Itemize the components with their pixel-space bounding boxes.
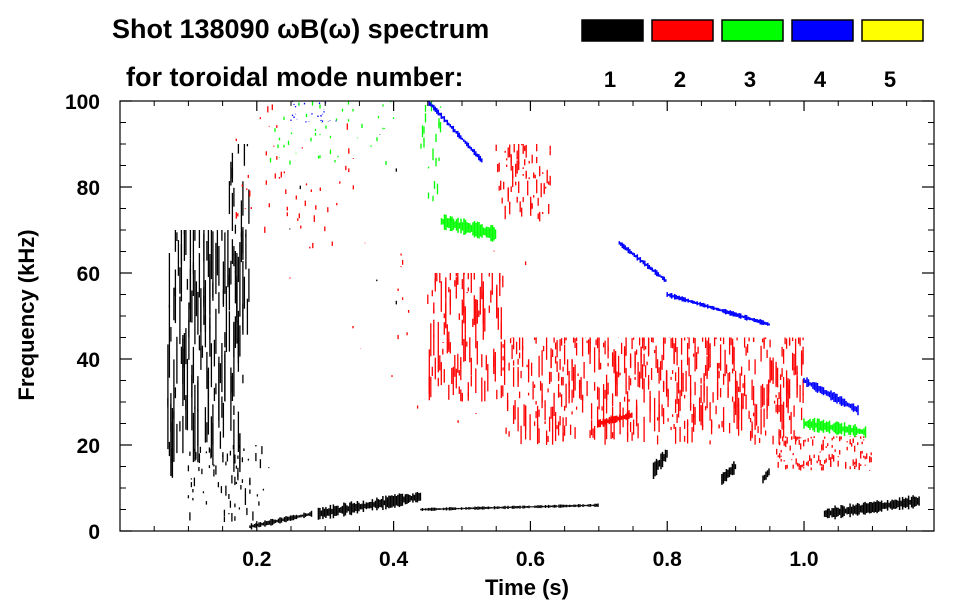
series-n=2 bbox=[235, 104, 872, 471]
y-axis-label: Frequency (kHz) bbox=[14, 229, 39, 400]
y-tick-label: 20 bbox=[77, 435, 100, 458]
x-tick-label: 0.8 bbox=[653, 548, 683, 571]
legend-swatch-n4 bbox=[791, 19, 854, 42]
legend-swatch-n2 bbox=[651, 19, 714, 42]
y-tick-label: 60 bbox=[77, 263, 100, 286]
y-tick-label: 100 bbox=[65, 91, 100, 114]
legend-label-n1: 1 bbox=[604, 67, 616, 92]
series-n=1 bbox=[167, 134, 920, 530]
axes: 0.2 0.4 0.6 0.8 1.0 0 20 40 60 80 100 bbox=[65, 91, 935, 571]
legend-swatch-n1 bbox=[581, 19, 644, 42]
y-tick-label: 40 bbox=[77, 349, 100, 372]
legend-label-n5: 5 bbox=[884, 67, 896, 92]
chart-title-line1: Shot 138090 ωB(ω) spectrum bbox=[112, 14, 489, 44]
legend-swatch-n3 bbox=[721, 19, 784, 42]
y-tick-label: 80 bbox=[77, 177, 100, 200]
x-tick-label: 0.2 bbox=[242, 548, 271, 571]
x-tick-label: 1.0 bbox=[789, 548, 818, 571]
legend-label-n4: 4 bbox=[814, 67, 827, 92]
legend-swatch-n5 bbox=[861, 19, 924, 42]
x-tick-label: 0.6 bbox=[516, 548, 545, 571]
y-tick-label: 0 bbox=[88, 521, 100, 544]
legend-label-n2: 2 bbox=[674, 67, 686, 92]
series-n=3 bbox=[269, 101, 867, 438]
chart-title-line2: for toroidal mode number: bbox=[126, 62, 464, 92]
x-axis-label: Time (s) bbox=[485, 575, 569, 600]
x-tick-label: 0.4 bbox=[379, 548, 409, 571]
plot-frame bbox=[119, 100, 935, 532]
plot-data-area bbox=[167, 101, 920, 530]
legend: 1 2 3 4 5 bbox=[581, 19, 924, 92]
legend-label-n3: 3 bbox=[744, 67, 756, 92]
